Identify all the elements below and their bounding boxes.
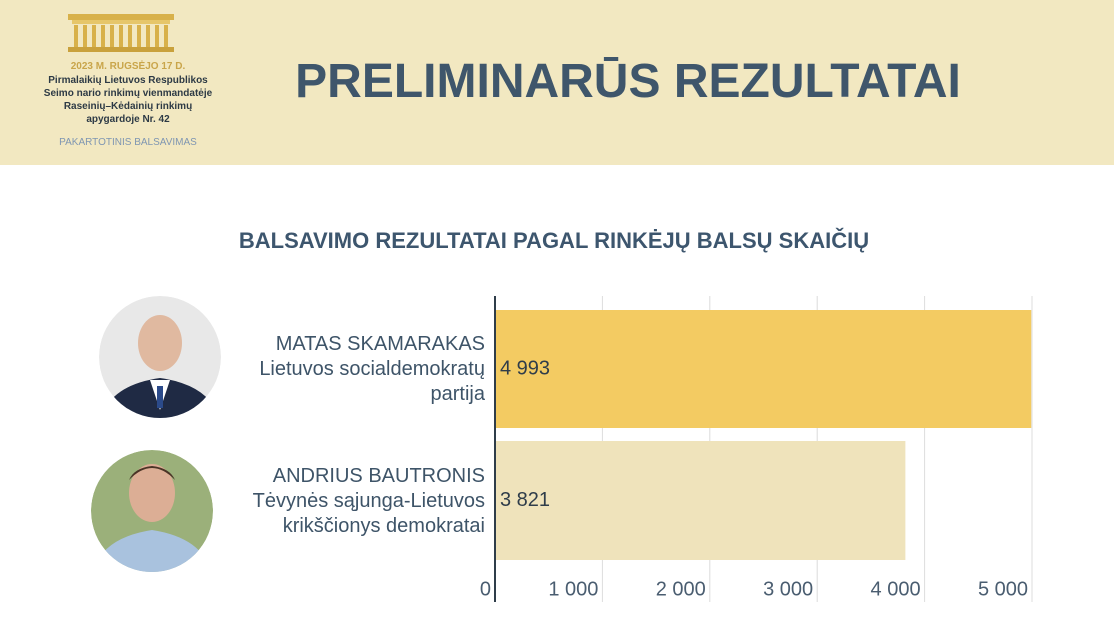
x-tick-label: 0 xyxy=(480,578,491,600)
bar xyxy=(495,310,1032,428)
value-label: 4 993 xyxy=(500,357,550,379)
election-name: Pirmalaikių Lietuvos Respublikos Seimo n… xyxy=(43,75,213,125)
logo xyxy=(68,14,174,52)
x-tick-label: 3 000 xyxy=(763,578,813,600)
candidate-photo xyxy=(91,450,213,572)
candidate-photo xyxy=(99,296,221,418)
party-name: Lietuvos socialdemokratų partija xyxy=(259,358,485,405)
chart-title: BALSAVIMO REZULTATAI PAGAL RINKĖJŲ BALSŲ… xyxy=(238,228,870,253)
page-title: PRELIMINARŪS REZULTATAI xyxy=(295,55,961,108)
date: 2023 M. RUGSĖJO 17 D. xyxy=(70,61,186,72)
x-tick-label: 1 000 xyxy=(548,578,598,600)
value-label: 3 821 xyxy=(500,489,550,511)
bar xyxy=(495,441,906,560)
x-tick-label: 4 000 xyxy=(871,578,921,600)
x-tick-label: 5 000 xyxy=(978,578,1028,600)
election-round: PAKARTOTINIS BALSAVIMAS xyxy=(59,137,197,148)
party-name: Tėvynės sąjunga-Lietuvos krikščionys dem… xyxy=(252,489,485,537)
header: 2023 M. RUGSĖJO 17 D. Pirmalaikių Lietuv… xyxy=(0,0,1114,165)
candidate-name: MATAS SKAMARAKAS xyxy=(275,333,485,355)
candidate-name: ANDRIUS BAUTRONIS xyxy=(272,464,485,487)
x-tick-label: 2 000 xyxy=(656,578,706,600)
